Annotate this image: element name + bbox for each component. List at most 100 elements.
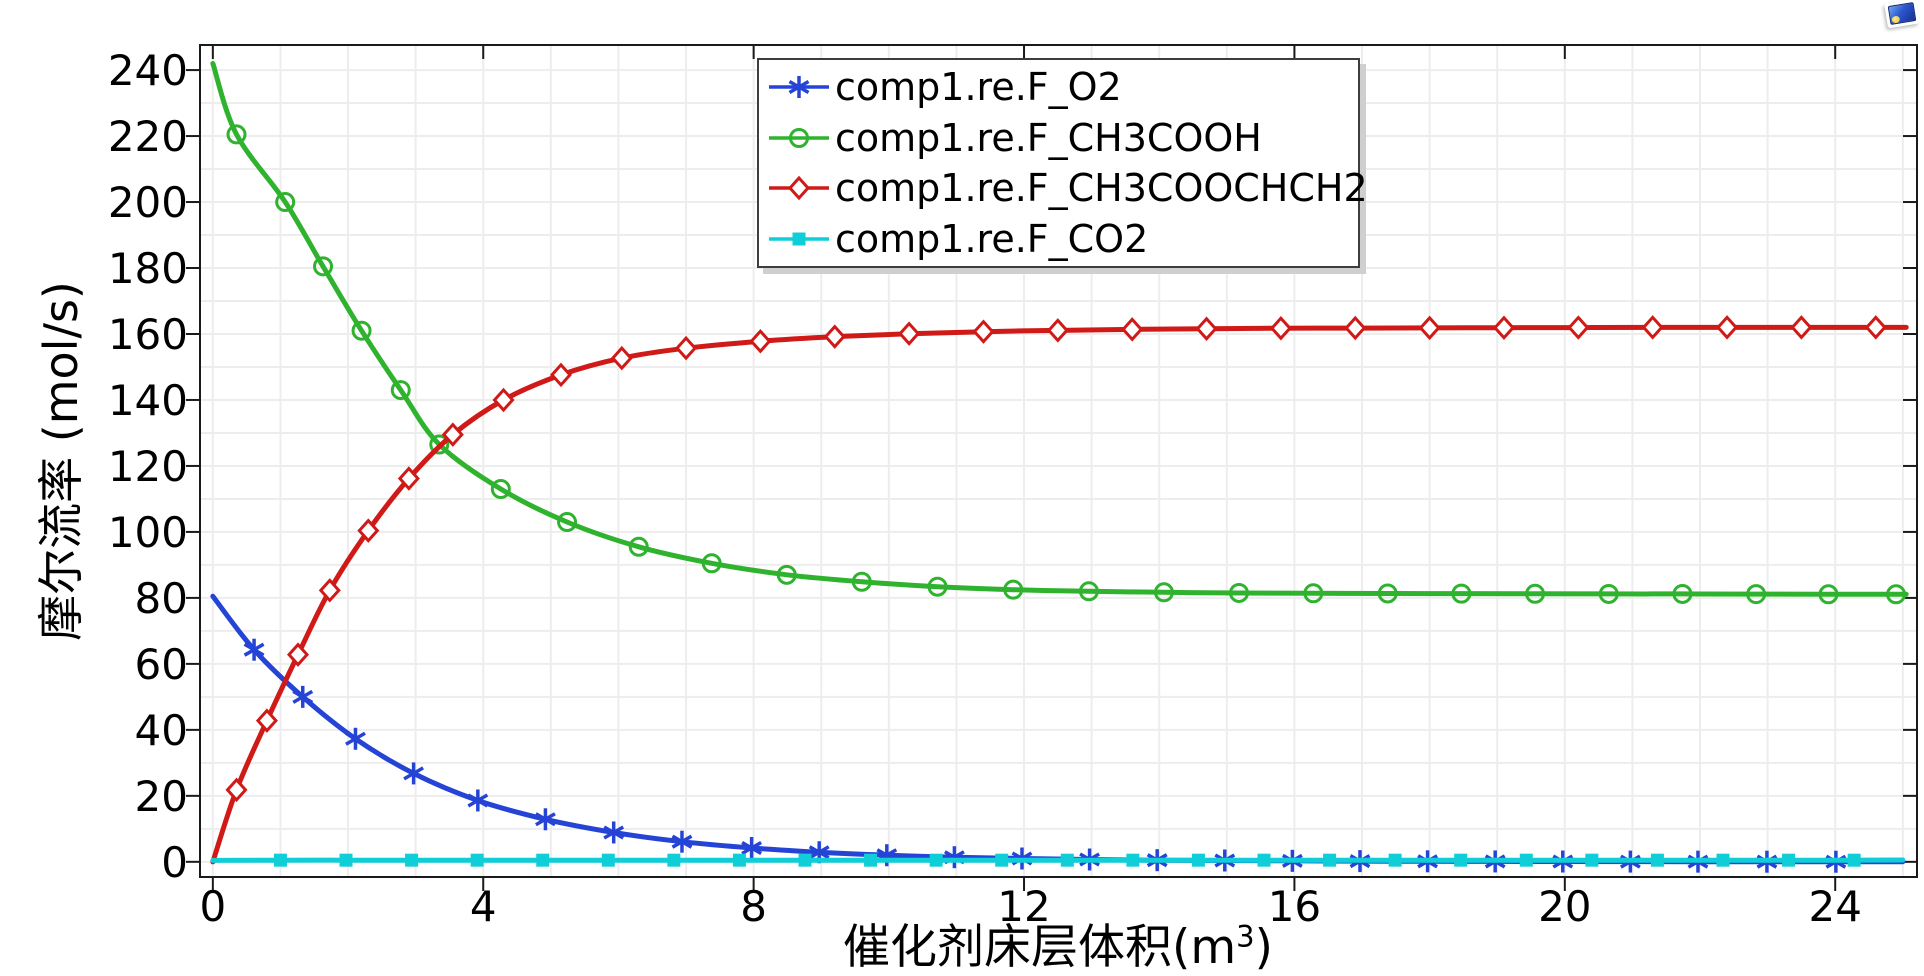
x-tick-label: 0 <box>199 882 226 931</box>
square-marker-icon <box>798 853 812 867</box>
square-marker-icon <box>995 853 1009 867</box>
x-tick-label: 8 <box>740 882 767 931</box>
diamond-marker-icon <box>1492 315 1515 340</box>
diamond-marker-icon <box>823 324 846 349</box>
diamond-marker-icon <box>255 708 278 733</box>
circle-marker-icon <box>1078 581 1099 602</box>
diamond-marker-icon <box>1121 317 1144 342</box>
diamond-marker-icon <box>972 319 995 344</box>
diamond-marker-icon <box>397 466 420 491</box>
star-marker-icon <box>788 80 810 95</box>
diamond-marker-icon <box>1344 315 1367 341</box>
circle-marker-icon <box>927 576 948 597</box>
circle-marker-icon <box>1886 584 1907 605</box>
diamond-marker-icon <box>357 518 380 543</box>
y-tick-label: 40 <box>135 706 188 755</box>
square-marker-icon <box>1060 853 1074 867</box>
circle-marker-icon <box>789 127 809 148</box>
square-marker-icon <box>1847 853 1861 867</box>
diamond-marker-icon <box>1716 315 1739 340</box>
circle-marker-icon <box>1818 584 1839 605</box>
y-tick-label: 0 <box>161 838 188 887</box>
y-tick-label: 80 <box>135 574 188 623</box>
star-marker-icon <box>535 812 556 827</box>
circle-marker-icon <box>1228 582 1249 603</box>
circle-marker-icon <box>1003 579 1024 600</box>
legend-marker-square <box>769 232 829 246</box>
x-axis-title-superscript: 3 <box>1236 919 1255 954</box>
circle-marker-icon <box>313 256 334 277</box>
square-marker-icon <box>1650 853 1664 867</box>
square-marker-icon <box>1454 853 1468 867</box>
square-marker-icon <box>470 853 484 867</box>
diamond-marker-icon <box>441 422 464 447</box>
legend-item: comp1.re.F_CH3COOH <box>767 113 1358 163</box>
circle-marker-icon <box>429 434 450 455</box>
series-markers <box>243 638 1847 873</box>
legend: comp1.re.F_O2 comp1.re.F_CH3COOH comp1.re.… <box>757 58 1368 268</box>
square-marker-icon <box>536 853 550 867</box>
circle-marker-icon <box>1525 583 1546 604</box>
series-comp1.re.F_CO2 <box>210 853 1906 867</box>
axis-ticks <box>186 45 1917 891</box>
circle-marker-icon <box>557 512 578 533</box>
square-marker-icon <box>1782 853 1796 867</box>
y-tick-label: 200 <box>108 178 188 227</box>
y-tick-label: 140 <box>108 376 188 425</box>
diamond-marker-icon <box>898 321 921 346</box>
circle-marker-icon <box>1746 584 1767 605</box>
square-marker-icon <box>1585 853 1599 867</box>
circle-marker-icon <box>628 536 649 557</box>
x-axis-title-suffix: ) <box>1254 920 1273 975</box>
star-marker-icon <box>292 689 314 704</box>
legend-marker-diamond <box>769 175 829 201</box>
legend-item: comp1.re.F_O2 <box>767 62 1358 112</box>
square-marker-icon <box>732 853 746 867</box>
circle-marker-icon <box>851 571 872 592</box>
diamond-marker-icon <box>1269 315 1292 341</box>
square-marker-icon <box>864 853 878 867</box>
star-marker-icon <box>741 840 763 855</box>
square-marker-icon <box>601 853 615 867</box>
legend-marker-star <box>769 76 829 99</box>
y-tick-label: 100 <box>108 508 188 557</box>
star-marker-icon <box>808 845 830 860</box>
y-tick-label: 240 <box>108 46 188 95</box>
diamond-marker-icon <box>1864 315 1887 340</box>
series-comp1.re.F_O2 <box>210 593 1906 873</box>
diamond-marker-icon <box>787 175 811 201</box>
legend-label: comp1.re.F_O2 <box>835 65 1122 110</box>
square-marker-icon <box>1519 853 1533 867</box>
graphics-window-icon[interactable] <box>1884 0 1920 29</box>
circle-marker-icon <box>226 124 247 145</box>
diamond-marker-icon <box>1567 315 1590 340</box>
legend-item: comp1.re.F_CO2 <box>767 214 1358 264</box>
circle-marker-icon <box>1153 582 1174 603</box>
legend-label: comp1.re.F_CH3COOCHCH2 <box>835 166 1368 211</box>
diamond-marker-icon <box>318 578 341 603</box>
y-tick-label: 160 <box>108 310 188 359</box>
diamond-marker-icon <box>1046 318 1069 343</box>
y-axis-title: 摩尔流率 (mol/s) <box>25 281 91 641</box>
star-marker-icon <box>603 825 625 840</box>
square-marker-icon <box>1191 853 1205 867</box>
star-marker-icon <box>403 766 425 781</box>
diamond-marker-icon <box>749 329 772 354</box>
legend-label: comp1.re.F_CH3COOH <box>835 115 1262 160</box>
y-axis-title-text: 摩尔流率 (mol/s) <box>34 281 88 641</box>
y-tick-label: 120 <box>108 442 188 491</box>
circle-marker-icon <box>776 564 797 585</box>
square-marker-icon <box>792 232 806 246</box>
axis-tick-labels: 0 4 8 12 16 20 2402040608010012014016018020022… <box>108 46 1862 931</box>
series-markers <box>225 315 1887 803</box>
series-line <box>210 60 1909 597</box>
x-tick-label: 12 <box>997 882 1050 931</box>
diamond-marker-icon <box>225 777 248 803</box>
y-tick-label: 180 <box>108 244 188 293</box>
square-marker-icon <box>405 853 419 867</box>
circle-marker-icon <box>701 553 722 574</box>
circle-marker-icon <box>490 479 511 500</box>
y-tick-label: 60 <box>135 640 188 689</box>
circle-marker-icon <box>1672 583 1693 604</box>
